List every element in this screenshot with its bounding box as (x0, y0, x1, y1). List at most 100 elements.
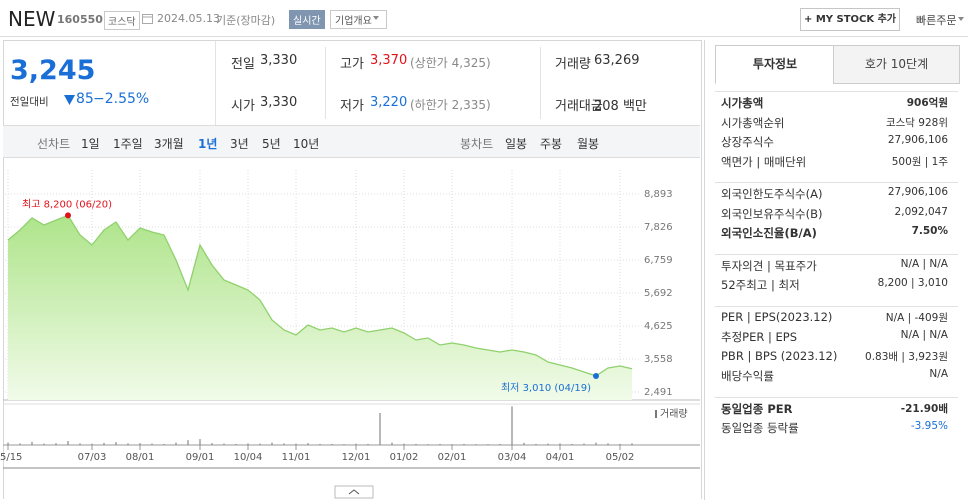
period-tab[interactable]: 3년 (230, 137, 249, 151)
info-row: 시가총액순위 코스닥 928위 (721, 115, 948, 133)
info-row: 상장주식수 27,906,106 (721, 134, 948, 152)
info-value: -3.95% (910, 420, 948, 432)
volume-bar (139, 443, 141, 445)
mystock-button[interactable]: + MY STOCK 추가 (800, 8, 900, 31)
info-row: 동일업종 PER -21.90배 (721, 401, 948, 419)
info-value: N/A (929, 368, 948, 380)
candle-tab[interactable]: 월봉 (577, 137, 600, 151)
volume-bar (163, 443, 165, 445)
info-label: 외국인한도주식수(A) (721, 187, 823, 201)
candle-tab[interactable]: 주봉 (540, 137, 563, 151)
info-label: 동일업종 등락률 (721, 421, 799, 435)
annotation-dot (65, 212, 71, 219)
price-area (8, 215, 632, 400)
period-tab[interactable]: 5년 (262, 137, 281, 151)
info-value: N/A | N/A (900, 257, 948, 270)
info-value: 2,092,047 (894, 205, 948, 218)
tab-label: 선차트 (37, 137, 71, 151)
volume-bar (19, 443, 21, 445)
tab-label: 봉차트 (460, 137, 494, 151)
period-tab[interactable]: 1일 (81, 137, 100, 151)
volume-bar (7, 442, 9, 445)
overview-button[interactable]: 기업개요 (330, 10, 387, 29)
volume-bar (511, 406, 513, 445)
info-row: 추정PER | EPS N/A | N/A (721, 329, 948, 347)
info-tab[interactable]: 호가 10단계 (833, 45, 960, 84)
volume-bar (319, 443, 321, 445)
y-tick-label: 2,491 (644, 387, 673, 398)
info-label: 시가총액 (721, 96, 764, 110)
volume-bar (31, 441, 33, 445)
quick-order[interactable]: 빠른주문 (916, 14, 957, 27)
x-tick-label: 08/01 (126, 452, 155, 463)
period-tab[interactable]: 3개월 (154, 137, 184, 151)
info-group-divider (715, 253, 958, 255)
summary-label: 전일 (231, 57, 255, 72)
volume-bar (151, 443, 153, 445)
info-row: PER | EPS(2023.12) N/A | -409원 (721, 310, 948, 328)
summary-note: (상한가 4,325) (410, 56, 491, 70)
annotation-label: 최저 3,010 (04/19) (501, 382, 591, 394)
info-label: 액면가 | 매매단위 (721, 154, 807, 169)
summary-value: 3,370 (370, 53, 408, 68)
volume-bar (415, 443, 417, 445)
summary-label: 시가 (231, 99, 255, 114)
volume-bar (583, 443, 585, 445)
info-value: 0.83배 | 3,923원 (865, 350, 948, 363)
period-tab[interactable]: 10년 (293, 137, 320, 151)
info-value: 7.50% (911, 225, 948, 237)
volume-bar (127, 443, 129, 445)
volume-bar (235, 443, 237, 445)
y-tick-label: 6,759 (644, 255, 673, 266)
summary-label: 거래대금 (555, 99, 603, 114)
volume-bar (247, 443, 249, 445)
info-value: 27,906,106 (887, 186, 948, 198)
date: 2024.05.13 (157, 12, 220, 25)
price-chart: 거래량 8,893 7,826 6,759 5,692 4,625 3,558 2,491 0… (0, 170, 700, 499)
volume-bar (391, 442, 393, 445)
volume-bar (103, 442, 105, 445)
volume-bar (427, 444, 429, 445)
info-tab[interactable]: 투자정보 (715, 45, 835, 84)
y-tick-label: 3,558 (644, 354, 673, 365)
volume-bar (403, 443, 405, 445)
info-value: N/A | N/A (900, 329, 948, 341)
quote-panel (3, 40, 702, 499)
collapse-button[interactable] (334, 485, 374, 499)
candle-tab[interactable]: 일봉 (505, 137, 528, 151)
volume-bar (451, 444, 453, 445)
period-tab[interactable]: 1년 (198, 137, 218, 151)
info-value: -21.90배 (900, 402, 948, 415)
volume-bar (223, 443, 225, 445)
caret (958, 17, 964, 21)
volume-bar (55, 443, 57, 445)
x-tick-label: 11/01 (282, 452, 311, 463)
y-tick-label: 5,692 (644, 288, 673, 299)
info-label: 외국인소진율(B/A) (721, 226, 817, 240)
summary-label: 고가 (340, 57, 364, 72)
volume-bar (175, 442, 177, 445)
period-tab[interactable]: 1주일 (113, 137, 143, 151)
x-tick-label: 07/03 (78, 452, 107, 463)
info-row: 외국인한도주식수(A) 27,906,106 (721, 186, 948, 204)
summary-value: 63,269 (594, 53, 640, 68)
info-row: 외국인보유주식수(B) 2,092,047 (721, 206, 948, 224)
summary-value: 3,330 (260, 53, 298, 68)
volume-bar (307, 443, 309, 445)
info-label: PER | EPS(2023.12) (721, 309, 833, 324)
info-value: 8,200 | 3,010 (877, 277, 948, 289)
realtime-badge[interactable]: 실시간 (289, 10, 325, 29)
info-label: 추정PER | EPS (721, 330, 798, 344)
info-panel: 투자정보 호가 10단계 시가총액 906억원 시가총액순위 코스닥 928위 상장주식수 2… (704, 40, 968, 500)
info-row: 외국인소진율(B/A) 7.50% (721, 225, 948, 243)
volume-bar (331, 443, 333, 445)
volume-legend-icon (655, 410, 657, 418)
volume-bar (523, 442, 525, 445)
down-arrow (64, 95, 75, 105)
volume-bar (535, 443, 537, 445)
overview-label: 기업개요 (335, 16, 372, 27)
volume-bar (463, 443, 465, 445)
volume-bar (115, 442, 117, 445)
info-label: 외국인보유주식수(B) (721, 206, 823, 221)
info-label: 시가총액순위 (721, 115, 785, 130)
